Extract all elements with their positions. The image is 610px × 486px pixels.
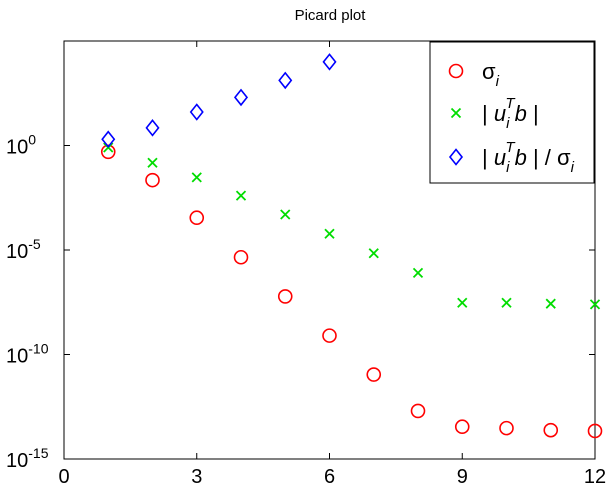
axis-ticks: 0 3 6 9 12 10-15 10-10 10-5 100	[6, 41, 606, 486]
data-point-cross	[324, 228, 335, 239]
data-marks	[100, 53, 603, 439]
data-point-circle	[448, 63, 464, 79]
legend-label: | uiTb |	[482, 95, 539, 132]
data-point-cross	[457, 297, 468, 308]
y-tick-label: 10-5	[6, 236, 41, 263]
data-point-circle	[454, 419, 470, 435]
y-tick-label: 10-15	[6, 445, 49, 472]
data-point-circle	[100, 144, 116, 160]
data-point-circle	[366, 367, 382, 382]
y-tick-label: 10-10	[6, 341, 49, 368]
data-point-diamond	[322, 53, 337, 71]
data-point-diamond	[448, 148, 464, 166]
data-point-cross	[450, 107, 462, 119]
data-point-cross	[280, 209, 291, 220]
x-tick-label: 9	[457, 466, 468, 486]
data-point-circle	[277, 289, 293, 304]
chart-title: Picard plot	[295, 7, 367, 24]
legend: σi | uiTb | | uiTb | / σi	[429, 41, 595, 184]
x-tick-label: 12	[584, 466, 606, 486]
legend-label: σi	[482, 59, 500, 90]
data-point-cross	[235, 190, 247, 201]
data-point-circle	[410, 403, 426, 419]
data-point-diamond	[101, 130, 116, 148]
data-point-cross	[191, 172, 202, 183]
x-tick-label: 3	[191, 466, 202, 486]
data-point-cross	[412, 267, 424, 279]
data-point-circle	[189, 210, 205, 226]
data-point-diamond	[278, 71, 293, 90]
y-tick-label: 100	[6, 132, 36, 159]
data-point-circle	[499, 420, 514, 436]
data-point-cross	[545, 298, 556, 309]
data-point-diamond	[145, 119, 160, 137]
data-point-cross	[368, 248, 379, 259]
data-point-circle	[145, 172, 160, 188]
data-point-circle	[322, 328, 337, 343]
x-tick-label: 0	[58, 466, 69, 486]
data-point-circle	[543, 422, 559, 438]
data-point-cross	[147, 157, 158, 168]
data-point-cross	[589, 299, 601, 310]
data-point-diamond	[189, 103, 204, 121]
data-point-cross	[501, 297, 512, 308]
x-tick-label: 6	[324, 466, 335, 486]
legend-label: | uiTb | / σi	[482, 139, 575, 176]
data-point-circle	[233, 249, 249, 265]
data-point-diamond	[233, 88, 249, 107]
data-point-circle	[587, 423, 603, 439]
